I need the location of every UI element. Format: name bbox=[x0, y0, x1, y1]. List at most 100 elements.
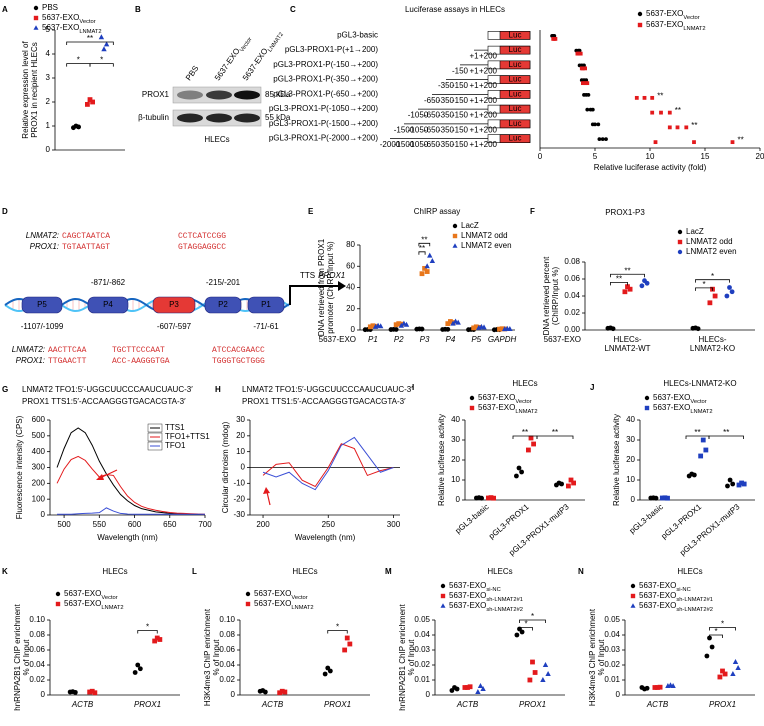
x-prefix: 5637-EXO bbox=[544, 335, 581, 344]
data-point bbox=[479, 495, 484, 501]
data-point bbox=[576, 51, 581, 56]
y-tick-label: 0.06 bbox=[29, 645, 45, 654]
legend-label: 5637-EXOsh-LNMAT2#2 bbox=[639, 601, 713, 612]
sig-bracket bbox=[418, 251, 426, 255]
name-text: LNMAT2 even bbox=[461, 241, 512, 250]
y-tick-label: 30 bbox=[451, 435, 460, 444]
y-tick-label: 0 bbox=[231, 690, 236, 699]
y-tick-label: 0.08 bbox=[564, 257, 580, 266]
data-point bbox=[424, 263, 430, 269]
data-point bbox=[698, 453, 704, 459]
y-axis-label: % of Input bbox=[407, 639, 416, 676]
x-tick-label: PROX1 bbox=[324, 700, 351, 709]
position-label: -650 bbox=[424, 125, 441, 134]
data-point bbox=[593, 122, 597, 127]
blot-band bbox=[206, 113, 232, 123]
y-tick-label: 200 bbox=[32, 478, 46, 487]
legend-marker bbox=[677, 249, 683, 255]
y-tick-label: 0 bbox=[41, 510, 46, 519]
sig-bracket bbox=[695, 279, 730, 283]
y-tick-label: 400 bbox=[32, 447, 46, 456]
legend-marker bbox=[33, 15, 39, 21]
data-point bbox=[419, 326, 425, 332]
panel-letter: M bbox=[385, 567, 392, 576]
panel-letter: N bbox=[578, 567, 584, 576]
data-point bbox=[89, 688, 95, 694]
subscript: LNMAT2 bbox=[291, 605, 313, 611]
y-tick-label: 20 bbox=[451, 455, 460, 464]
sig-bracket bbox=[519, 627, 533, 631]
position-label: -350 bbox=[438, 111, 455, 120]
data-point bbox=[581, 81, 585, 86]
position-label: -150 bbox=[452, 140, 469, 149]
arrowhead bbox=[263, 487, 270, 494]
y-tick-label: 0.04 bbox=[29, 660, 45, 669]
legend-marker bbox=[630, 603, 636, 608]
y-tick-label: 0.10 bbox=[29, 615, 45, 624]
data-point bbox=[347, 641, 353, 647]
y-tick-label: 0.06 bbox=[564, 274, 580, 283]
x-tick-label: 250 bbox=[322, 520, 336, 529]
data-point bbox=[132, 670, 138, 675]
data-point bbox=[154, 635, 160, 641]
luc-label: Luc bbox=[509, 104, 522, 113]
y-axis-label: hnRNPA2B1 ChIP enrichment bbox=[13, 604, 22, 711]
promoter-box bbox=[204, 296, 242, 314]
y-tick-label: 20 bbox=[346, 304, 355, 313]
data-point bbox=[657, 684, 663, 690]
position-label: -1500 bbox=[394, 125, 415, 134]
data-point bbox=[519, 469, 524, 475]
legend-label: 5637-EXOVector bbox=[64, 589, 118, 600]
y-tick-label: 0.05 bbox=[604, 615, 620, 624]
blot-band bbox=[234, 113, 260, 123]
x-tick-label: P2 bbox=[394, 335, 404, 344]
data-line bbox=[262, 436, 394, 491]
sequence: ATCCACGAACC bbox=[212, 346, 265, 355]
x-tick-label: pGL3-basic bbox=[454, 502, 491, 535]
y-tick-label: 0.02 bbox=[604, 660, 620, 669]
x-tick-label: PROX1 bbox=[519, 700, 546, 709]
data-point bbox=[282, 689, 288, 695]
legend-label: TTS1 bbox=[165, 423, 185, 432]
data-point bbox=[729, 289, 735, 295]
legend-marker bbox=[33, 5, 39, 11]
tts-label: TTS PROX1 bbox=[300, 271, 345, 280]
y-tick-label: 0.05 bbox=[414, 615, 430, 624]
data-point bbox=[424, 269, 430, 274]
legend-marker bbox=[469, 395, 475, 401]
y-tick-label: 0.06 bbox=[219, 645, 235, 654]
name-text: 5637-EXO bbox=[639, 581, 676, 590]
subscript: LNMAT2 bbox=[267, 31, 285, 53]
position-label: -150 bbox=[452, 125, 469, 134]
name-text: 5637-EXO bbox=[449, 601, 486, 610]
data-point bbox=[585, 81, 590, 86]
data-point bbox=[550, 33, 554, 38]
legend-label: 5637-EXOsi-NC bbox=[449, 581, 501, 592]
luc-label: Luc bbox=[509, 134, 522, 143]
subscript: sh-LNMAT2#2 bbox=[676, 607, 713, 613]
sig-label: ** bbox=[624, 266, 630, 275]
data-point bbox=[519, 629, 525, 635]
data-point bbox=[707, 300, 713, 306]
data-point bbox=[422, 265, 427, 271]
data-point bbox=[730, 140, 735, 145]
subscript: sh-LNMAT2#1 bbox=[486, 597, 523, 603]
panel-letter: J bbox=[590, 383, 594, 392]
data-point bbox=[445, 321, 451, 327]
data-point bbox=[727, 285, 732, 290]
legend-label: TFO1+TTS1 bbox=[165, 432, 210, 441]
data-point bbox=[684, 125, 689, 130]
tts-arrow bbox=[289, 285, 340, 305]
x-tick-label: 0 bbox=[538, 152, 543, 161]
panel-letter: K bbox=[2, 567, 8, 576]
sig-bracket bbox=[89, 63, 114, 67]
data-point bbox=[675, 125, 680, 130]
position-label: -350 bbox=[438, 125, 455, 134]
y-tick-label: 0 bbox=[241, 463, 246, 472]
data-point bbox=[499, 326, 505, 332]
sequence: AACTTCAA bbox=[48, 346, 87, 355]
data-point bbox=[644, 280, 650, 286]
data-point bbox=[588, 107, 593, 112]
legend-marker bbox=[677, 239, 683, 245]
data-point bbox=[87, 97, 93, 102]
